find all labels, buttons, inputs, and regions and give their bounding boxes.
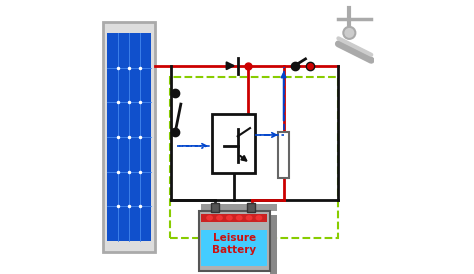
Bar bbox=[211, 203, 219, 212]
Ellipse shape bbox=[206, 215, 213, 221]
Ellipse shape bbox=[216, 215, 223, 221]
Bar bbox=[201, 230, 267, 266]
Ellipse shape bbox=[246, 215, 253, 221]
Bar bbox=[212, 114, 255, 173]
Bar bbox=[201, 204, 277, 211]
Bar bbox=[170, 77, 338, 238]
Circle shape bbox=[343, 27, 356, 39]
Bar bbox=[278, 132, 289, 178]
Bar bbox=[107, 33, 151, 241]
Bar bbox=[103, 22, 155, 252]
Bar bbox=[246, 203, 255, 212]
Text: Leisure
Battery: Leisure Battery bbox=[212, 233, 256, 255]
Ellipse shape bbox=[255, 215, 262, 221]
Ellipse shape bbox=[236, 215, 243, 221]
Bar bbox=[270, 215, 277, 274]
Bar bbox=[199, 211, 270, 271]
Ellipse shape bbox=[226, 215, 233, 221]
Bar bbox=[201, 214, 267, 222]
